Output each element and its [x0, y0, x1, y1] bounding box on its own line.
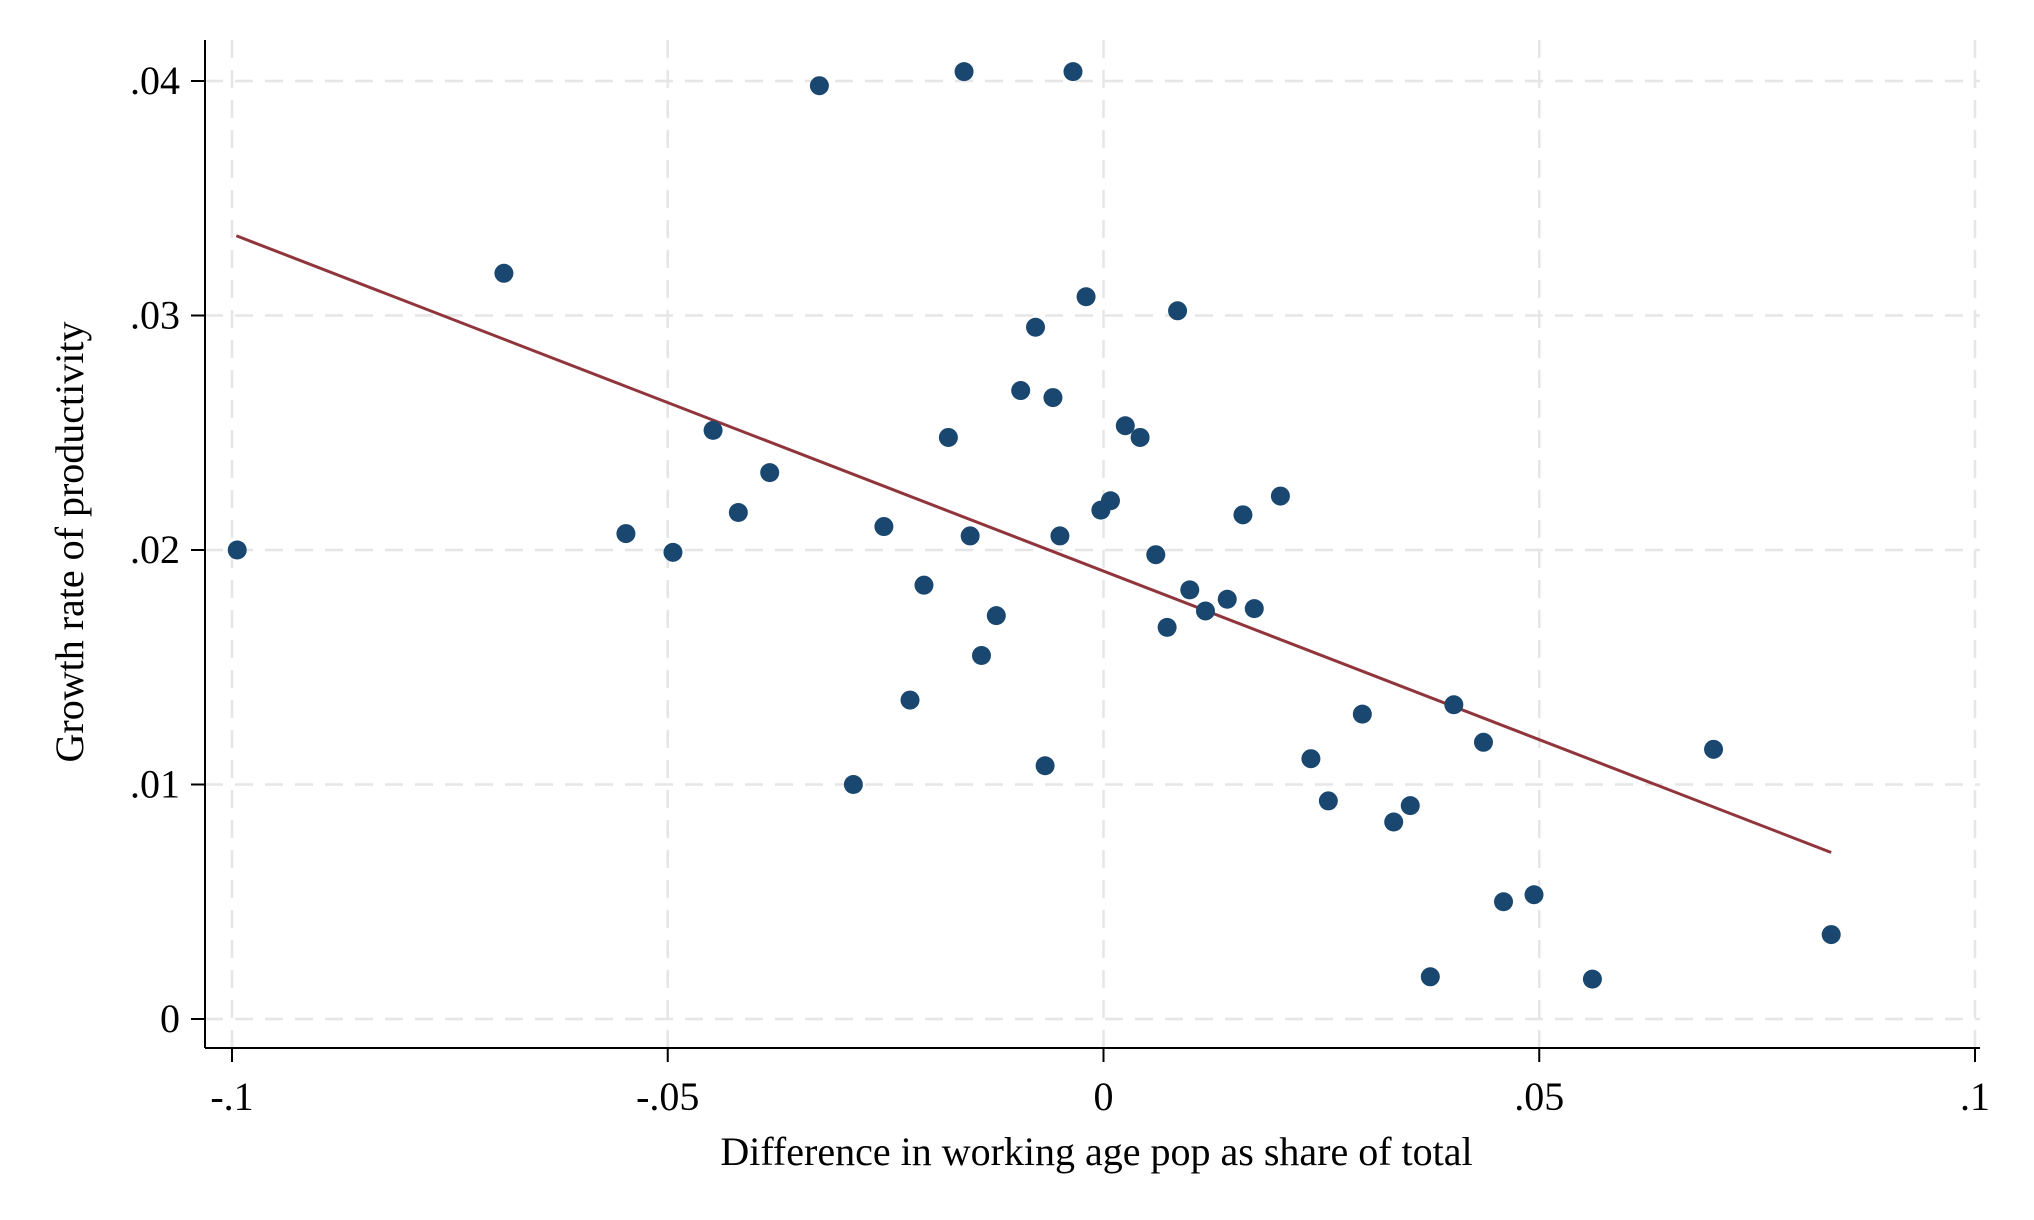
data-point-25 [1146, 545, 1166, 565]
data-point-32 [1157, 617, 1177, 637]
data-point-38 [1704, 739, 1724, 759]
fit-line-layer [235, 234, 1832, 854]
data-point-26 [914, 575, 934, 595]
data-point-20 [616, 524, 636, 544]
data-point-11 [1130, 427, 1150, 447]
data-point-29 [1244, 599, 1264, 619]
data-point-17 [1091, 500, 1111, 520]
data-point-0 [227, 540, 247, 560]
data-point-34 [1444, 695, 1464, 715]
data-point-42 [1318, 791, 1338, 811]
data-point-8 [1011, 381, 1031, 401]
data-point-3 [954, 62, 974, 82]
data-point-43 [1400, 796, 1420, 816]
data-point-24 [663, 542, 683, 562]
y-tick-label-1: .01 [130, 762, 180, 807]
data-point-7 [1026, 317, 1046, 337]
x-tick-label-3: .05 [1514, 1074, 1564, 1119]
data-point-1 [494, 263, 514, 283]
data-point-28 [1217, 589, 1237, 609]
data-point-46 [1494, 892, 1514, 912]
data-point-35 [900, 690, 920, 710]
data-point-12 [703, 420, 723, 440]
data-point-31 [986, 606, 1006, 626]
data-point-37 [1473, 732, 1493, 752]
data-point-18 [728, 502, 748, 522]
data-point-23 [1050, 526, 1070, 546]
data-point-36 [1352, 704, 1372, 724]
data-point-41 [843, 775, 863, 794]
y-tick-label-0: 0 [160, 996, 180, 1041]
data-points [227, 62, 1841, 989]
data-point-30 [1195, 601, 1215, 621]
axes [191, 40, 1980, 1062]
y-axis-title: Growth rate of productivity [47, 322, 92, 763]
gridlines [205, 40, 1980, 1048]
data-point-45 [1524, 885, 1544, 905]
data-point-4 [1063, 62, 1083, 82]
data-point-22 [960, 526, 980, 546]
fitted-regression-line [235, 234, 1832, 854]
data-point-14 [760, 463, 780, 483]
data-point-19 [1233, 505, 1253, 525]
data-point-40 [1035, 756, 1055, 776]
data-point-27 [1180, 580, 1200, 600]
data-point-2 [809, 76, 829, 96]
data-point-13 [938, 427, 958, 447]
y-tick-label-3: .03 [130, 293, 180, 338]
x-tick-label-0: -.1 [210, 1074, 253, 1119]
data-point-48 [1420, 967, 1440, 987]
data-point-49 [1582, 969, 1602, 989]
data-point-44 [1384, 812, 1404, 832]
data-point-6 [1168, 301, 1188, 321]
data-point-33 [971, 646, 991, 666]
x-tick-labels: -.1 -.05 0 .05 .1 [210, 1074, 1990, 1119]
data-point-5 [1076, 287, 1096, 307]
data-point-21 [874, 517, 894, 537]
x-tick-label-1: -.05 [636, 1074, 699, 1119]
y-tick-label-2: .02 [130, 527, 180, 572]
x-axis-title: Difference in working age pop as share o… [720, 1129, 1472, 1174]
x-tick-label-4: .1 [1960, 1074, 1990, 1119]
data-point-15 [1270, 486, 1290, 506]
y-tick-labels: 0 .01 .02 .03 .04 [130, 58, 180, 1041]
y-tick-label-4: .04 [130, 58, 180, 103]
data-point-39 [1301, 749, 1321, 769]
data-point-47 [1821, 925, 1841, 945]
data-point-9 [1043, 388, 1063, 408]
data-point-10 [1115, 416, 1135, 436]
x-tick-label-2: 0 [1094, 1074, 1114, 1119]
